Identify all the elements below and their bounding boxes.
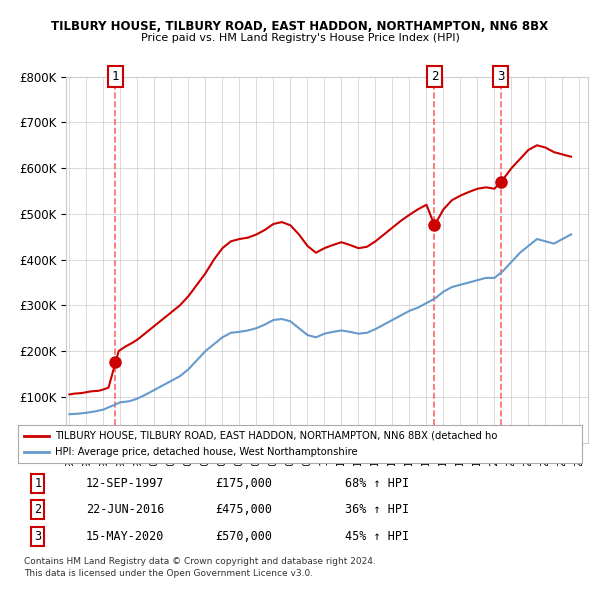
Text: 2: 2	[431, 70, 438, 83]
Text: 1: 1	[34, 477, 41, 490]
Text: 2: 2	[34, 503, 41, 516]
Text: 36% ↑ HPI: 36% ↑ HPI	[345, 503, 409, 516]
Text: £175,000: £175,000	[215, 477, 272, 490]
Text: £570,000: £570,000	[215, 530, 272, 543]
Text: 3: 3	[34, 530, 41, 543]
Text: Price paid vs. HM Land Registry's House Price Index (HPI): Price paid vs. HM Land Registry's House …	[140, 34, 460, 43]
Text: 68% ↑ HPI: 68% ↑ HPI	[345, 477, 409, 490]
Text: Contains HM Land Registry data © Crown copyright and database right 2024.: Contains HM Land Registry data © Crown c…	[24, 557, 376, 566]
Text: HPI: Average price, detached house, West Northamptonshire: HPI: Average price, detached house, West…	[55, 447, 357, 457]
Text: TILBURY HOUSE, TILBURY ROAD, EAST HADDON, NORTHAMPTON, NN6 8BX: TILBURY HOUSE, TILBURY ROAD, EAST HADDON…	[52, 20, 548, 33]
Text: 12-SEP-1997: 12-SEP-1997	[86, 477, 164, 490]
Text: 3: 3	[497, 70, 505, 83]
Text: 15-MAY-2020: 15-MAY-2020	[86, 530, 164, 543]
Text: 1: 1	[112, 70, 119, 83]
Text: 22-JUN-2016: 22-JUN-2016	[86, 503, 164, 516]
Text: 45% ↑ HPI: 45% ↑ HPI	[345, 530, 409, 543]
Text: TILBURY HOUSE, TILBURY ROAD, EAST HADDON, NORTHAMPTON, NN6 8BX (detached ho: TILBURY HOUSE, TILBURY ROAD, EAST HADDON…	[55, 431, 497, 441]
Text: This data is licensed under the Open Government Licence v3.0.: This data is licensed under the Open Gov…	[24, 569, 313, 578]
Text: £475,000: £475,000	[215, 503, 272, 516]
